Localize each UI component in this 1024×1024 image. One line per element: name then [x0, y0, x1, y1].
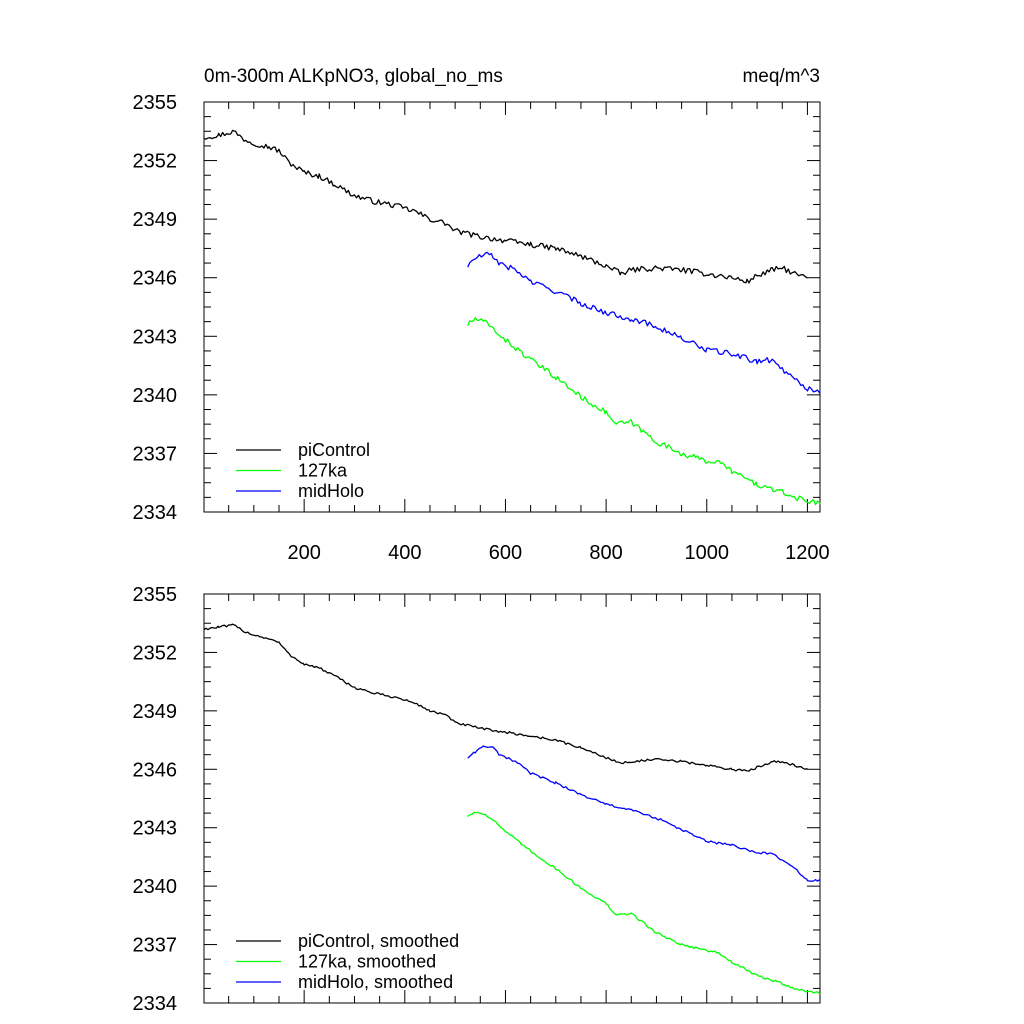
legend-label: 127ka [298, 461, 348, 481]
y-tick-label: 2355 [133, 584, 178, 606]
legend-label: midHolo [298, 481, 364, 501]
x-tick-label: 1000 [685, 542, 730, 564]
chart-units: meq/m^3 [742, 66, 820, 87]
y-tick-label: 2343 [133, 326, 178, 348]
top-panel: 0m-300m ALKpNO3, global_no_ms meq/m^3 2355… [133, 66, 830, 564]
legend-label: 127ka, smoothed [298, 952, 436, 972]
plot-frame [203, 593, 821, 1004]
series-line-picontrol [203, 129, 808, 284]
series-line-midholo [467, 251, 821, 394]
y-tick-label: 2349 [133, 209, 178, 231]
bottom-panel: 2355 2352 2349 2346 2343 2340 2337 2334 piContro… [133, 584, 821, 1015]
y-tick-label: 2340 [133, 385, 178, 407]
y-tick-label: 2346 [133, 759, 178, 781]
y-tick-label: 2346 [133, 268, 178, 290]
plot-frame [203, 101, 821, 513]
series-line-127ka [467, 811, 821, 995]
x-tick-label: 600 [489, 542, 522, 564]
y-tick-label: 2355 [133, 92, 178, 114]
y-tick-label: 2334 [133, 993, 178, 1015]
legend-label: piControl, smoothed [298, 931, 459, 951]
chart-title: 0m-300m ALKpNO3, global_no_ms [204, 66, 503, 87]
legend-label: midHolo, smoothed [298, 972, 453, 992]
y-tick-label: 2352 [133, 151, 178, 173]
y-tick-label: 2337 [133, 443, 178, 465]
y-tick-label: 2349 [133, 701, 178, 723]
x-tick-label: 1200 [785, 542, 830, 564]
y-tick-label: 2343 [133, 818, 178, 840]
x-tick-label: 400 [388, 542, 421, 564]
legend-label: piControl [298, 440, 370, 460]
series-line-midholo [467, 745, 821, 882]
y-tick-label: 2337 [133, 935, 178, 957]
y-tick-label: 2334 [133, 502, 178, 524]
series-line-picontrol [203, 623, 808, 772]
x-tick-label: 200 [287, 542, 320, 564]
y-tick-label: 2340 [133, 876, 178, 898]
y-tick-label: 2352 [133, 642, 178, 664]
x-tick-label: 800 [589, 542, 622, 564]
series-line-127ka [467, 317, 821, 506]
